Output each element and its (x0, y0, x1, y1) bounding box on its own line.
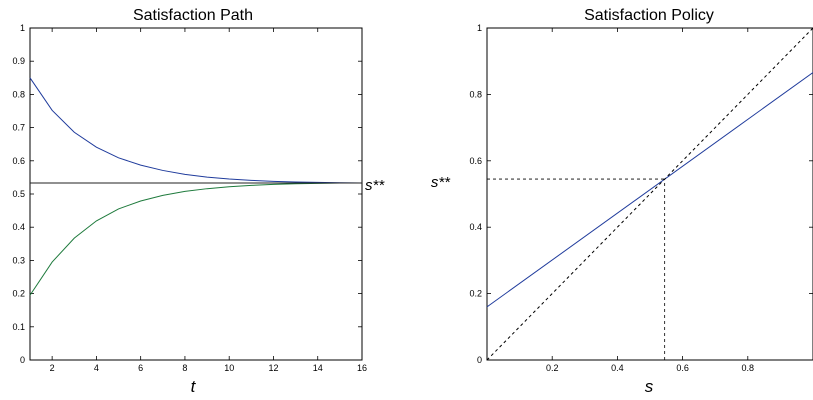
y-tick-label: 0.8 (469, 89, 482, 99)
x-tick-label: 0.2 (546, 363, 559, 373)
series-line-1 (29, 77, 363, 184)
y-tick-label: 0.8 (12, 89, 25, 99)
x-tick-label: 4 (94, 363, 99, 373)
s-star-annotation: s** (365, 177, 385, 194)
y-tick-label: 0.7 (12, 123, 25, 133)
y-tick-label: 0.9 (12, 56, 25, 66)
x-axis-label: s (645, 377, 654, 396)
y-tick-label: 0.6 (469, 156, 482, 166)
y-tick-label: 0.3 (12, 255, 25, 265)
series-line-2 (486, 27, 813, 361)
plot-frame (29, 27, 363, 361)
s-star-annotation: s** (431, 174, 451, 191)
y-tick-label: 0 (20, 355, 25, 365)
y-tick-label: 0.2 (12, 289, 25, 299)
plot-frame (486, 27, 813, 361)
x-tick-label: 8 (182, 363, 187, 373)
x-tick-label: 16 (357, 363, 367, 373)
y-tick-label: 0.2 (469, 289, 482, 299)
y-tick-label: 1 (477, 23, 482, 33)
y-tick-label: 0.4 (12, 222, 25, 232)
y-tick-label: 0.4 (469, 222, 482, 232)
y-tick-label: 1 (20, 23, 25, 33)
panel-title: Satisfaction Path (133, 7, 253, 24)
satisfaction-policy-panel: Satisfaction Policy s s** 0.2 0.4 0.6 0.8 0 0… (431, 7, 813, 396)
x-tick-label: 0.4 (611, 363, 624, 373)
x-tick-label: 10 (224, 363, 234, 373)
series-line-1 (486, 72, 813, 308)
y-tick-label: 0.5 (12, 189, 25, 199)
x-axis-label: t (191, 377, 197, 396)
y-tick-label: 0.6 (12, 156, 25, 166)
x-tick-label: 0.8 (742, 363, 755, 373)
satisfaction-path-panel: Satisfaction Path t s** 2 4 6 8 10 12 14 16 0 0.1… (12, 7, 385, 396)
x-tick-label: 6 (138, 363, 143, 373)
panel-title: Satisfaction Policy (584, 7, 714, 24)
x-tick-label: 12 (268, 363, 278, 373)
y-tick-label: 0.1 (12, 322, 25, 332)
x-tick-label: 0.6 (676, 363, 689, 373)
x-tick-label: 2 (50, 363, 55, 373)
y-tick-label: 0 (477, 355, 482, 365)
series-line-2 (29, 182, 362, 296)
x-tick-label: 14 (313, 363, 323, 373)
